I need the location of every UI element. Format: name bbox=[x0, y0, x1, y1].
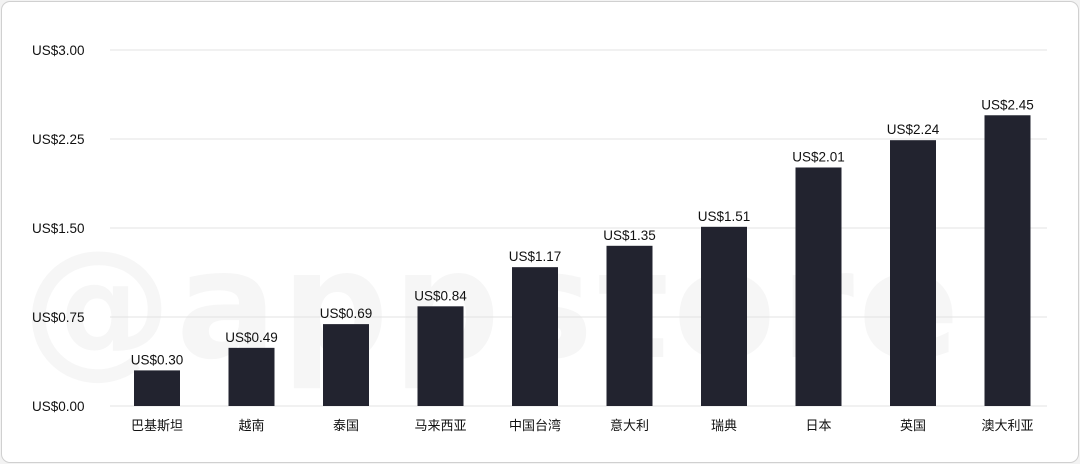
bar bbox=[984, 115, 1031, 407]
x-tick-label: 巴基斯坦 bbox=[131, 419, 183, 434]
x-tick-label: 英国 bbox=[900, 419, 926, 434]
x-tick-label: 越南 bbox=[238, 418, 264, 434]
y-tick-label: US$2.25 bbox=[32, 132, 85, 147]
data-label: US$2.45 bbox=[981, 97, 1034, 112]
y-tick-label: US$1.50 bbox=[32, 221, 85, 236]
bar bbox=[890, 140, 936, 407]
data-labels: US$0.30 US$0.49 US$0.69 US$0.84 US$1.17 US$1.… bbox=[131, 97, 1034, 367]
data-label: US$0.49 bbox=[225, 330, 278, 345]
data-label: US$1.51 bbox=[698, 209, 751, 224]
x-tick-label: 日本 bbox=[805, 419, 831, 434]
x-tick-label: 意大利 bbox=[610, 418, 649, 434]
data-label: US$1.17 bbox=[509, 249, 562, 264]
y-axis-ticks: US$0.00 US$0.75 US$1.50 US$2.25 US$3.00 bbox=[32, 43, 85, 414]
bar bbox=[606, 245, 653, 406]
y-tick-label: US$3.00 bbox=[32, 43, 85, 58]
data-label: US$0.84 bbox=[414, 288, 467, 303]
y-tick-label: US$0.75 bbox=[32, 310, 85, 325]
bar bbox=[228, 347, 275, 406]
x-tick-label: 泰国 bbox=[333, 419, 359, 434]
x-tick-label: 马来西亚 bbox=[414, 419, 466, 434]
bar bbox=[795, 167, 842, 406]
bar bbox=[512, 267, 558, 406]
data-label: US$2.24 bbox=[887, 122, 940, 137]
x-tick-label: 中国台湾 bbox=[509, 418, 561, 434]
bar bbox=[417, 306, 464, 406]
data-label: US$0.30 bbox=[131, 352, 184, 367]
bars bbox=[134, 115, 1031, 407]
data-label: US$0.69 bbox=[320, 306, 373, 321]
x-tick-label: 瑞典 bbox=[711, 419, 737, 434]
bar bbox=[323, 324, 369, 406]
data-label: US$1.35 bbox=[603, 228, 656, 243]
bar bbox=[701, 226, 747, 406]
x-tick-label: 澳大利亚 bbox=[981, 418, 1033, 434]
bar bbox=[134, 370, 180, 406]
data-label: US$2.01 bbox=[792, 149, 845, 164]
y-tick-label: US$0.00 bbox=[32, 399, 85, 414]
x-axis-ticks: 巴基斯坦 越南 泰国 马来西亚 中国台湾 意大利 瑞典 日本 英国 澳大利亚 bbox=[131, 418, 1034, 434]
